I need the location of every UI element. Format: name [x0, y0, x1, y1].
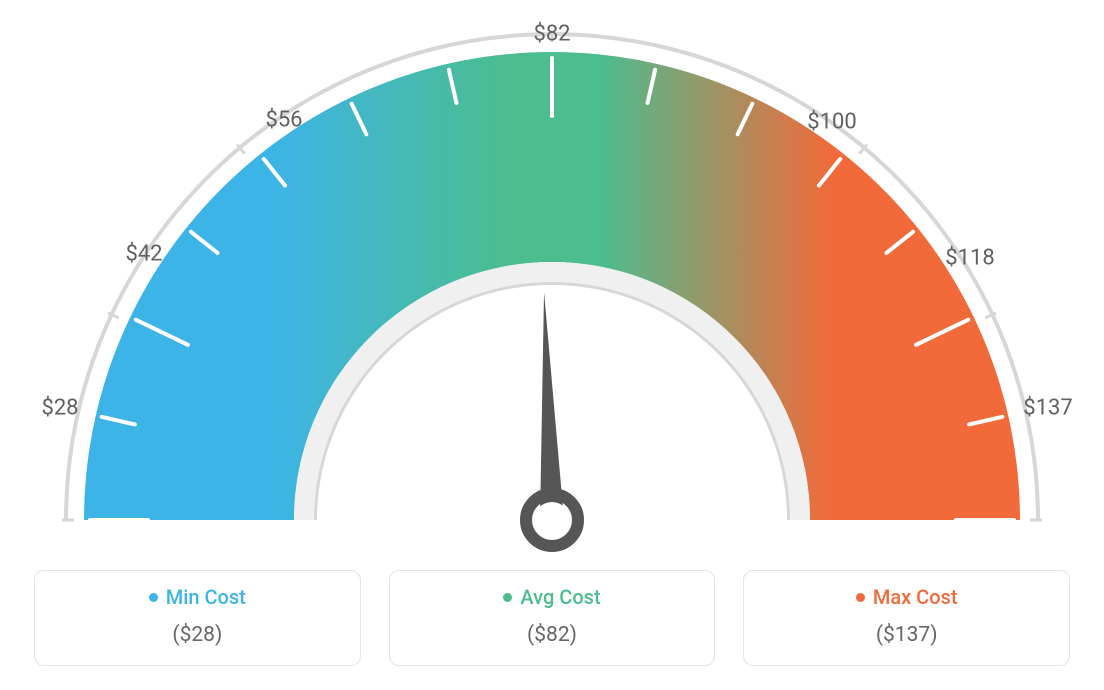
legend-title-min: Min Cost: [149, 585, 246, 609]
gauge-tick-label: $100: [807, 110, 856, 135]
legend-card-max: Max Cost ($137): [743, 570, 1070, 666]
gauge-tick-label: $82: [533, 22, 570, 47]
legend-title-max: Max Cost: [856, 585, 958, 609]
legend-row: Min Cost ($28) Avg Cost ($82) Max Cost (…: [34, 570, 1070, 666]
legend-dot-min: [149, 593, 158, 602]
legend-dot-max: [856, 593, 865, 602]
legend-value-avg: ($82): [390, 623, 715, 647]
gauge-tick-label: $42: [125, 242, 162, 267]
legend-label-max: Max Cost: [873, 585, 958, 609]
gauge-tick-label: $137: [1023, 396, 1072, 421]
legend-title-avg: Avg Cost: [503, 585, 600, 609]
legend-value-max: ($137): [744, 623, 1069, 647]
gauge-tick-label: $118: [945, 246, 994, 271]
gauge-tick-label: $56: [265, 108, 302, 133]
cost-gauge-container: { "gauge": { "type": "gauge", "center_x"…: [0, 0, 1104, 690]
gauge-area: $28 $42 $56 $82 $100 $118 $137: [0, 0, 1104, 560]
legend-dot-avg: [503, 593, 512, 602]
legend-card-min: Min Cost ($28): [34, 570, 361, 666]
legend-card-avg: Avg Cost ($82): [389, 570, 716, 666]
legend-label-avg: Avg Cost: [520, 585, 600, 609]
gauge-tick-label: $28: [41, 396, 78, 421]
gauge-svg: [0, 0, 1104, 570]
legend-label-min: Min Cost: [166, 585, 246, 609]
legend-value-min: ($28): [35, 623, 360, 647]
